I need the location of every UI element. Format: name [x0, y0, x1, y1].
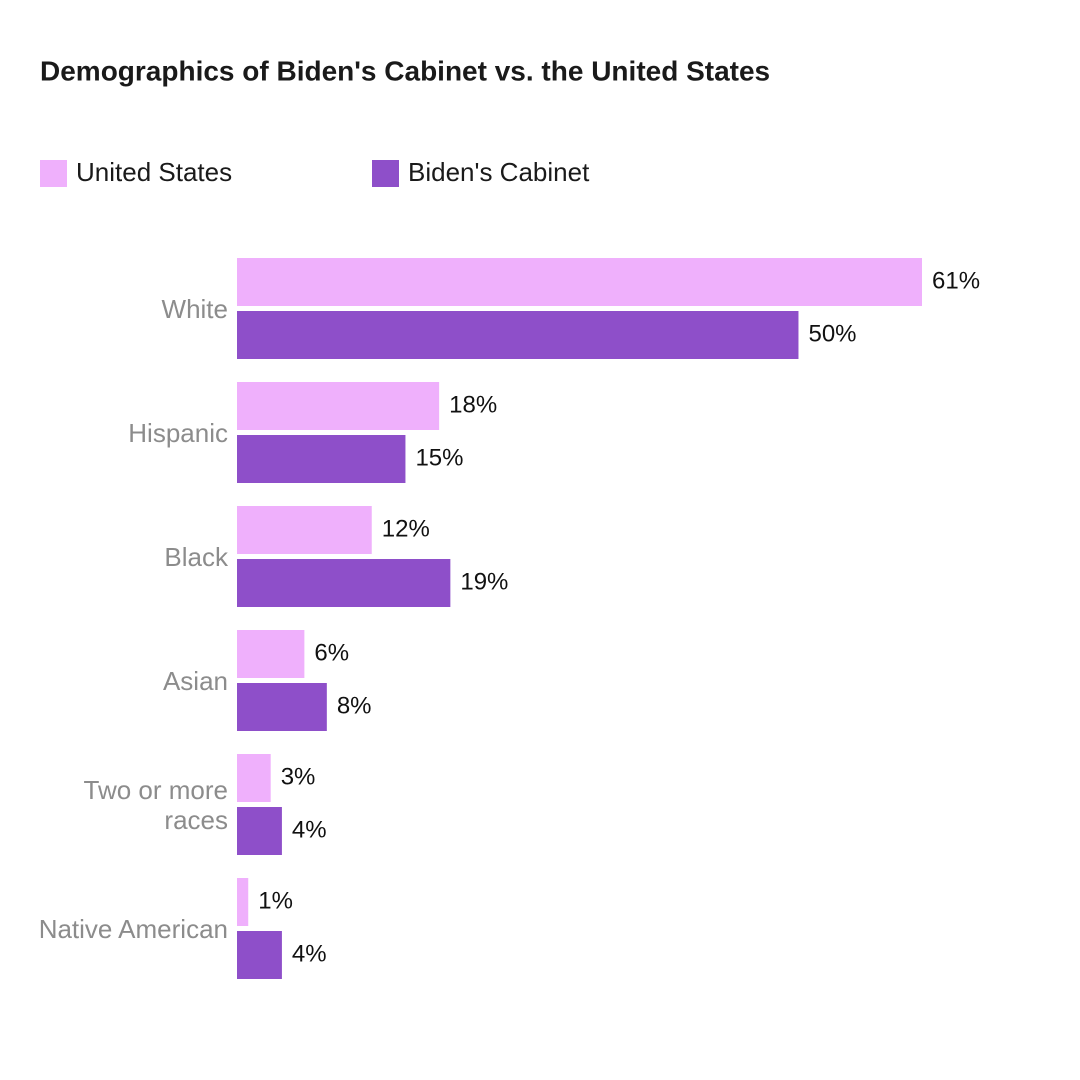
category-label: Two or more races	[83, 774, 229, 835]
value-label: 61%	[932, 267, 980, 294]
bar	[237, 630, 305, 678]
bar	[237, 878, 249, 926]
value-label: 50%	[808, 320, 856, 347]
value-label: 15%	[415, 444, 463, 471]
category-label: Asian	[162, 665, 228, 696]
value-label: 3%	[281, 763, 316, 790]
category-label: Black	[164, 541, 228, 572]
legend-label: United States	[76, 157, 232, 187]
bar	[237, 683, 327, 731]
category-label: Hispanic	[128, 417, 228, 448]
value-label: 4%	[292, 816, 327, 843]
bar	[237, 382, 440, 430]
bar	[237, 258, 922, 306]
chart-title: Demographics of Biden's Cabinet vs. the …	[40, 55, 770, 86]
value-label: 1%	[258, 887, 293, 914]
bar	[237, 807, 282, 855]
legend-swatch	[372, 160, 399, 187]
value-label: 12%	[382, 515, 430, 542]
value-label: 18%	[449, 391, 497, 418]
legend-swatch	[40, 160, 67, 187]
value-label: 4%	[292, 940, 327, 967]
value-label: 8%	[337, 692, 372, 719]
value-label: 6%	[314, 639, 349, 666]
value-label: 19%	[460, 568, 508, 595]
bar	[237, 931, 282, 979]
legend-label: Biden's Cabinet	[408, 157, 590, 187]
bar	[237, 754, 271, 802]
category-label: White	[161, 293, 228, 324]
bar	[237, 559, 451, 607]
bar	[237, 435, 406, 483]
category-label: Native American	[38, 913, 228, 944]
bar	[237, 506, 372, 554]
bar	[237, 311, 799, 359]
